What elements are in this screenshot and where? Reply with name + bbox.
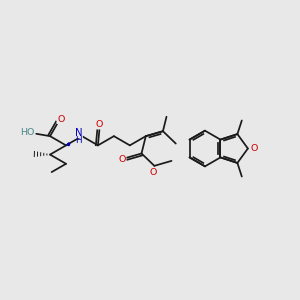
Text: N: N — [75, 128, 82, 138]
Text: O: O — [57, 115, 64, 124]
Text: O: O — [96, 120, 103, 129]
Text: H: H — [75, 136, 82, 145]
Text: O: O — [251, 144, 258, 153]
Text: O: O — [149, 168, 157, 177]
Text: O: O — [118, 154, 126, 164]
Text: HO: HO — [20, 128, 34, 137]
